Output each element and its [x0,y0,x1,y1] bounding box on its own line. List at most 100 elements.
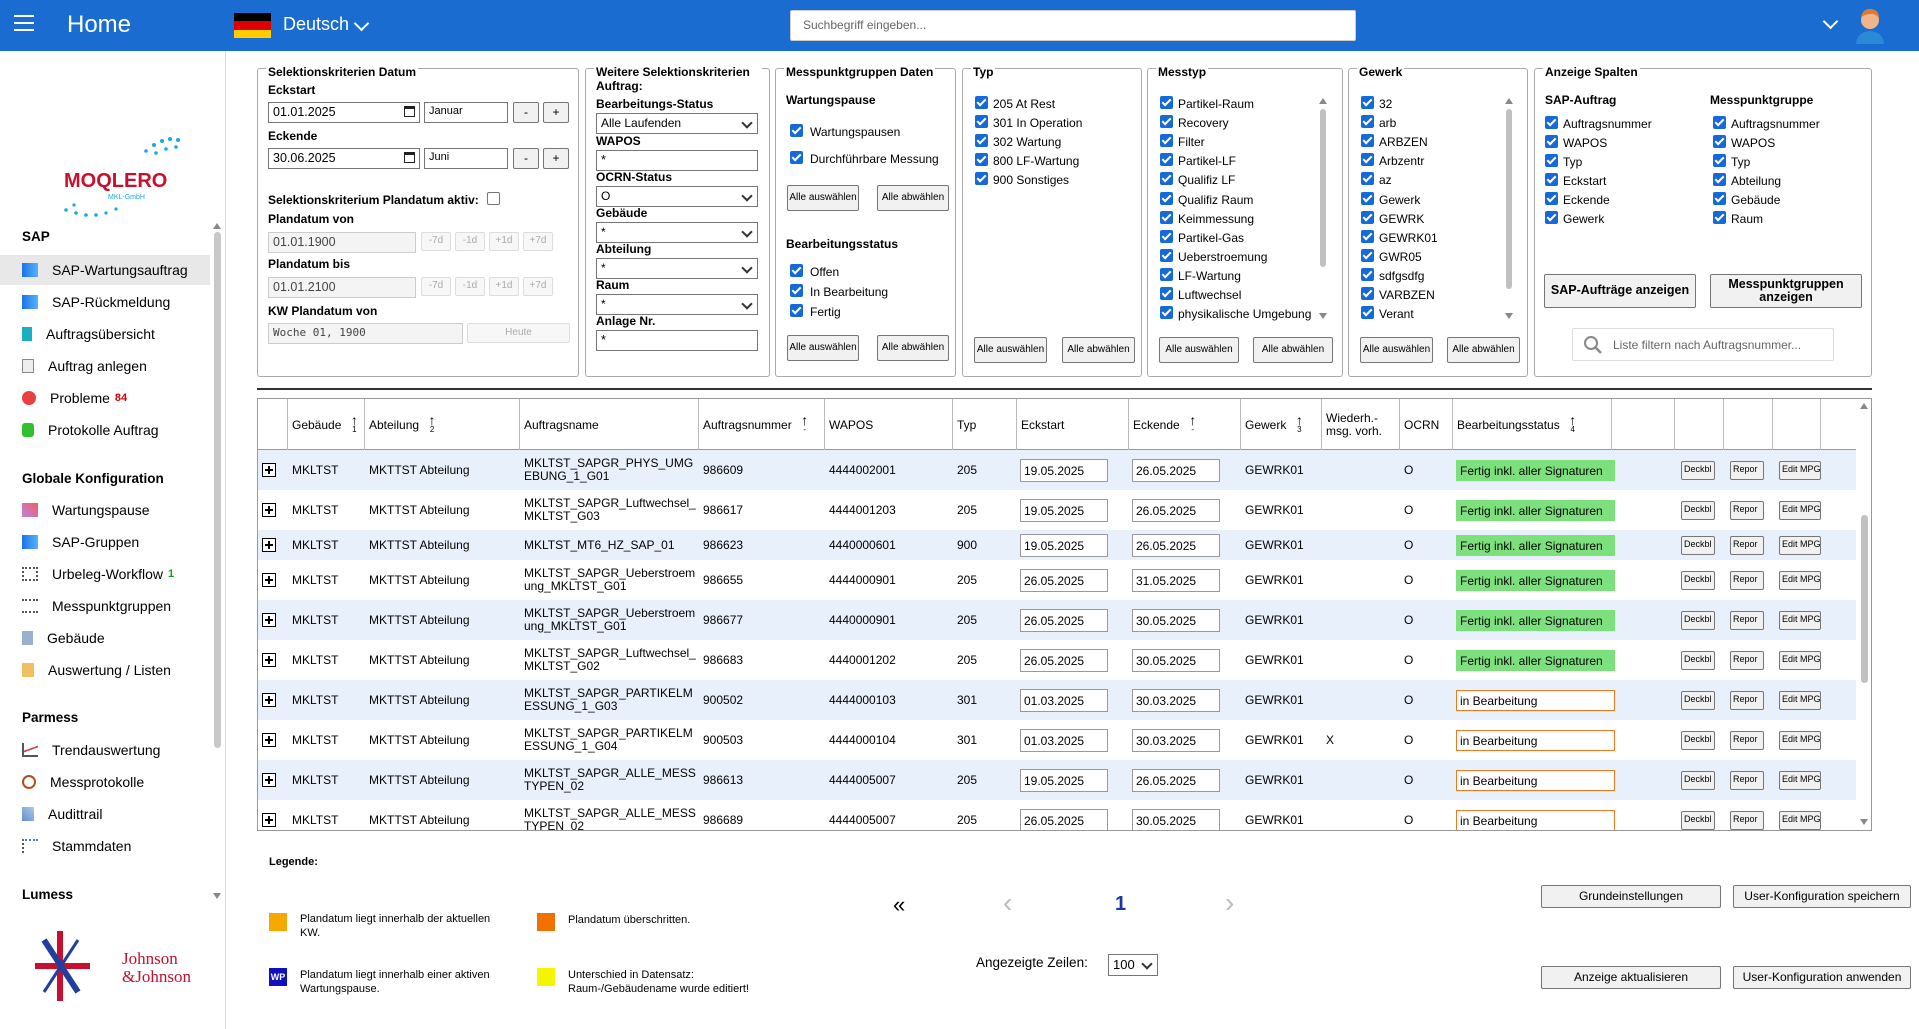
wartung-select-all-button[interactable]: Alle auswählen [787,185,859,211]
report-button[interactable]: Repor [1730,651,1764,670]
eckende-input[interactable]: 30.05.2025 [1132,809,1220,830]
cover-sheet-button[interactable]: Deckbl [1681,731,1715,750]
sidebar-item-protokolle-auftrag[interactable]: Protokolle Auftrag [0,415,210,445]
wartung-deselect-all-button[interactable]: Alle abwählen [877,185,949,211]
gewerk-deselect-all-button[interactable]: Alle abwählen [1447,337,1520,363]
filter-checkbox[interactable] [1545,173,1558,186]
plan-von-input[interactable]: 01.01.1900 [268,232,416,253]
table-row[interactable]: MKLTST MKTTST Abteilung MKLTST_SAPGR_ALLE_… [258,800,1856,830]
edit-mpg-button[interactable]: Edit MPG [1779,811,1821,830]
grundeinstellungen-button[interactable]: Grundeinstellungen [1541,885,1721,908]
sidebar-scrollbar[interactable] [214,232,221,748]
table-row[interactable]: MKLTST MKTTST Abteilung MKLTST_SAPGR_PARTI… [258,720,1856,760]
cover-sheet-button[interactable]: Deckbl [1681,771,1715,790]
eckende-month-input[interactable]: Juni [424,148,508,169]
plan-von-minus1-button[interactable]: -1d [455,232,485,251]
cover-sheet-button[interactable]: Deckbl [1681,651,1715,670]
eckende-input[interactable]: 26.05.2025 [1132,769,1220,792]
plan-bis-minus1-button[interactable]: -1d [455,277,485,296]
eckende-minus-button[interactable]: - [513,148,539,169]
column-header[interactable]: Abteilung ↑ 2 [365,399,520,450]
eckende-input[interactable]: 30.05.2025 [1132,609,1220,632]
plan-von-plus7-button[interactable]: +7d [523,232,553,251]
edit-mpg-button[interactable]: Edit MPG [1779,461,1821,480]
filter-checkbox[interactable] [1160,306,1173,320]
calendar-icon[interactable] [404,152,415,163]
filter-checkbox[interactable] [975,115,988,128]
scroll-down-icon[interactable] [1319,313,1327,319]
table-row[interactable]: MKLTST MKTTST Abteilung MKLTST_SAPGR_PARTI… [258,680,1856,720]
filter-checkbox[interactable] [1361,172,1374,186]
status-select[interactable]: Alle Laufenden [596,113,758,134]
order-filter-input[interactable]: Liste filtern nach Auftragsnummer... [1572,328,1834,361]
filter-checkbox[interactable] [1361,248,1374,262]
filter-checkbox[interactable] [975,172,988,185]
table-row[interactable]: MKLTST MKTTST Abteilung MKLTST_SAPGR_ALLE_… [258,760,1856,800]
plan-bis-plus1-button[interactable]: +1d [489,277,519,296]
expand-icon[interactable] [262,733,276,747]
bearb-select-all-button[interactable]: Alle auswählen [787,335,859,361]
edit-mpg-button[interactable]: Edit MPG [1779,536,1821,555]
column-header[interactable]: OCRN [1400,399,1453,450]
cover-sheet-button[interactable]: Deckbl [1681,461,1715,480]
language-selector[interactable]: Deutsch [283,14,350,34]
eckstart-input[interactable]: 19.05.2025 [1020,499,1108,522]
filter-checkbox[interactable] [1713,173,1726,186]
cover-sheet-button[interactable]: Deckbl [1681,501,1715,520]
column-header[interactable]: Gewerk ↑ 3 [1241,399,1322,450]
gebaeude-select[interactable]: * [596,222,758,243]
eckende-input[interactable]: 26.05.2025 [1132,459,1220,482]
cover-sheet-button[interactable]: Deckbl [1681,811,1715,830]
scroll-down-icon[interactable] [1860,819,1868,825]
sidebar-item-messpunktgruppen[interactable]: Messpunktgruppen [0,591,210,621]
filter-checkbox[interactable] [1713,154,1726,167]
filter-checkbox[interactable] [1545,192,1558,205]
table-scrollbar[interactable] [1861,515,1868,683]
filter-checkbox[interactable] [1160,153,1173,167]
sidebar-item-sap-rueckmeldung[interactable]: SAP-Rückmeldung [0,287,210,317]
expand-icon[interactable] [262,653,276,667]
sidebar-item-audittrail[interactable]: Audittrail [0,799,210,829]
eckstart-input[interactable]: 01.03.2025 [1020,729,1108,752]
table-row[interactable]: MKLTST MKTTST Abteilung MKLTST_SAPGR_PHYS_… [258,450,1856,490]
edit-mpg-button[interactable]: Edit MPG [1779,611,1821,630]
sidebar-item-trendauswertung[interactable]: Trendauswertung [0,735,210,765]
refresh-view-button[interactable]: Anzeige aktualisieren [1541,966,1721,989]
plan-von-minus7-button[interactable]: -7d [421,232,451,251]
column-header[interactable]: Wiederh.-msg. vorh. [1322,399,1400,450]
filter-checkbox[interactable] [1361,229,1374,243]
report-button[interactable]: Repor [1730,571,1764,590]
report-button[interactable]: Repor [1730,771,1764,790]
messtyp-deselect-all-button[interactable]: Alle abwählen [1253,337,1333,363]
offen-checkbox[interactable] [790,264,803,277]
column-header[interactable]: Auftragsnummer ↑ - [699,399,825,450]
plan-bis-input[interactable]: 01.01.2100 [268,277,416,298]
table-row[interactable]: MKLTST MKTTST Abteilung MKLTST_MT6_HZ_SAP_… [258,530,1856,560]
cover-sheet-button[interactable]: Deckbl [1681,691,1715,710]
eckende-plus-button[interactable]: + [543,148,569,169]
sidebar-item-auftrag-anlegen[interactable]: Auftrag anlegen [0,351,210,381]
filter-checkbox[interactable] [1545,154,1558,167]
gewerk-scrollbar[interactable] [1506,109,1512,289]
sidebar-item-sap-gruppen[interactable]: SAP-Gruppen [0,527,210,557]
table-row[interactable]: MKLTST MKTTST Abteilung MKLTST_SAPGR_Luftw… [258,490,1856,530]
sort-arrow-icon[interactable]: ↑ 1 [347,413,361,434]
eckstart-input[interactable]: 26.05.2025 [1020,649,1108,672]
plan-bis-minus7-button[interactable]: -7d [421,277,451,296]
filter-checkbox[interactable] [1361,115,1374,129]
table-row[interactable]: MKLTST MKTTST Abteilung MKLTST_SAPGR_Luftw… [258,640,1856,680]
next-page-button[interactable]: › [1225,887,1235,918]
filter-checkbox[interactable] [1160,191,1173,205]
filter-checkbox[interactable] [1361,210,1374,224]
filter-checkbox[interactable] [1545,116,1558,129]
status-badge[interactable]: in Bearbeitung [1456,690,1615,711]
column-header[interactable]: Auftragsname [520,399,699,450]
sort-arrow-icon[interactable]: ↑ 4 [1566,413,1580,434]
status-badge[interactable]: Fertig inkl. aller Signaturen [1456,570,1615,591]
abteilung-select[interactable]: * [596,258,758,279]
sort-arrow-icon[interactable]: ↑ - [1186,413,1200,434]
filter-checkbox[interactable] [1160,229,1173,243]
column-header[interactable]: Eckstart [1017,399,1129,450]
edit-mpg-button[interactable]: Edit MPG [1779,771,1821,790]
eckende-input[interactable]: 26.05.2025 [1132,534,1220,557]
